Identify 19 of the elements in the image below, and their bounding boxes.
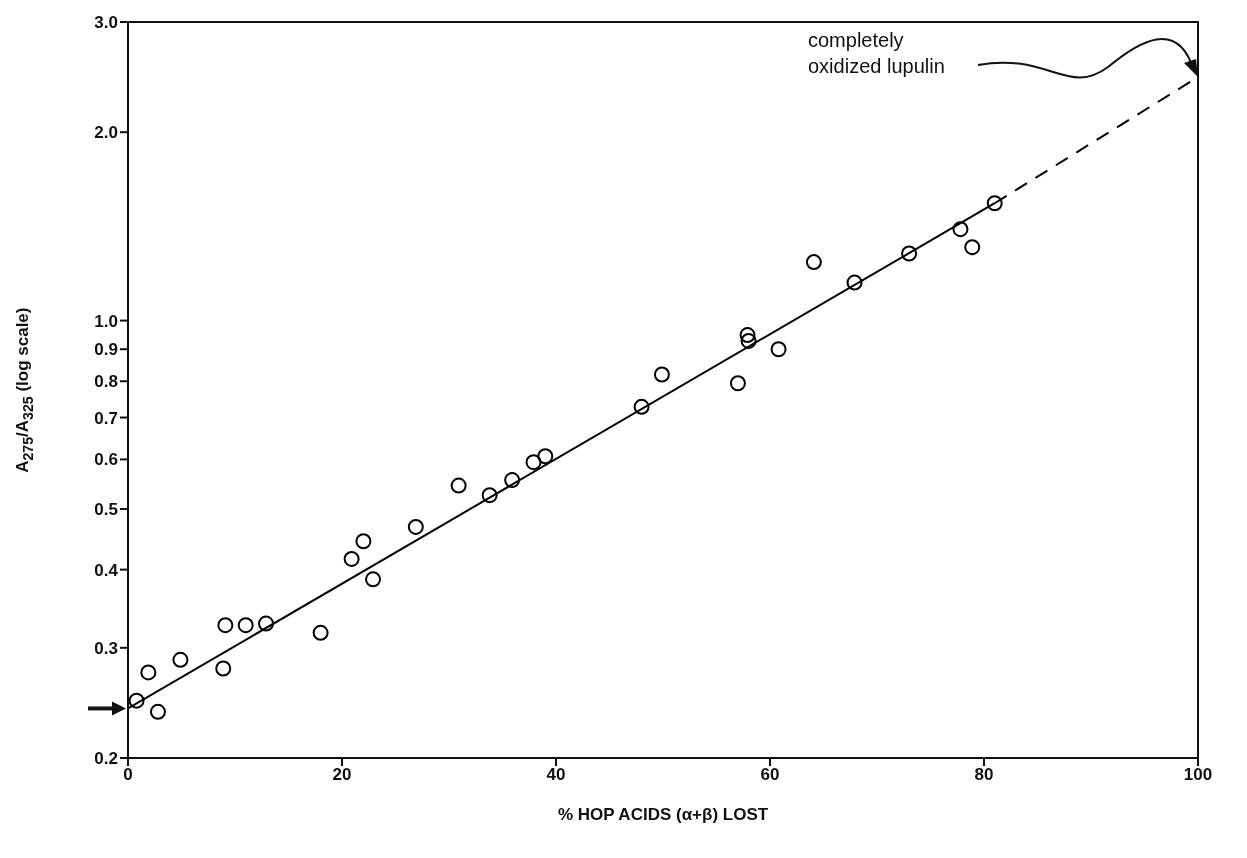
- x-axis-title: % HOP ACIDS (α+β) LOST: [557, 805, 769, 824]
- y-tick-label: 0.7: [94, 408, 118, 428]
- x-tick-label: 40: [546, 765, 566, 785]
- y-tick-label: 0.3: [94, 638, 118, 658]
- annotation: completely oxidized lupulin: [808, 29, 945, 78]
- y-tick-label: 0.4: [94, 560, 119, 580]
- x-tick-label: 60: [760, 765, 780, 785]
- y-tick-label: 2.0: [94, 123, 118, 143]
- x-tick-label: 0: [123, 765, 133, 785]
- y-tick-label: 3.0: [94, 13, 118, 33]
- y-tick-label: 0.9: [94, 340, 118, 360]
- y-tick-label: 0.8: [94, 372, 118, 392]
- y-tick-label: 0.2: [94, 749, 118, 769]
- y-tick-label: 1.0: [94, 311, 118, 331]
- x-tick-label: 80: [974, 765, 994, 785]
- y-tick-label: 0.6: [94, 450, 118, 470]
- x-tick-label: 100: [1183, 765, 1213, 785]
- y-tick-label: 0.5: [94, 500, 118, 519]
- x-tick-label: 20: [332, 765, 352, 785]
